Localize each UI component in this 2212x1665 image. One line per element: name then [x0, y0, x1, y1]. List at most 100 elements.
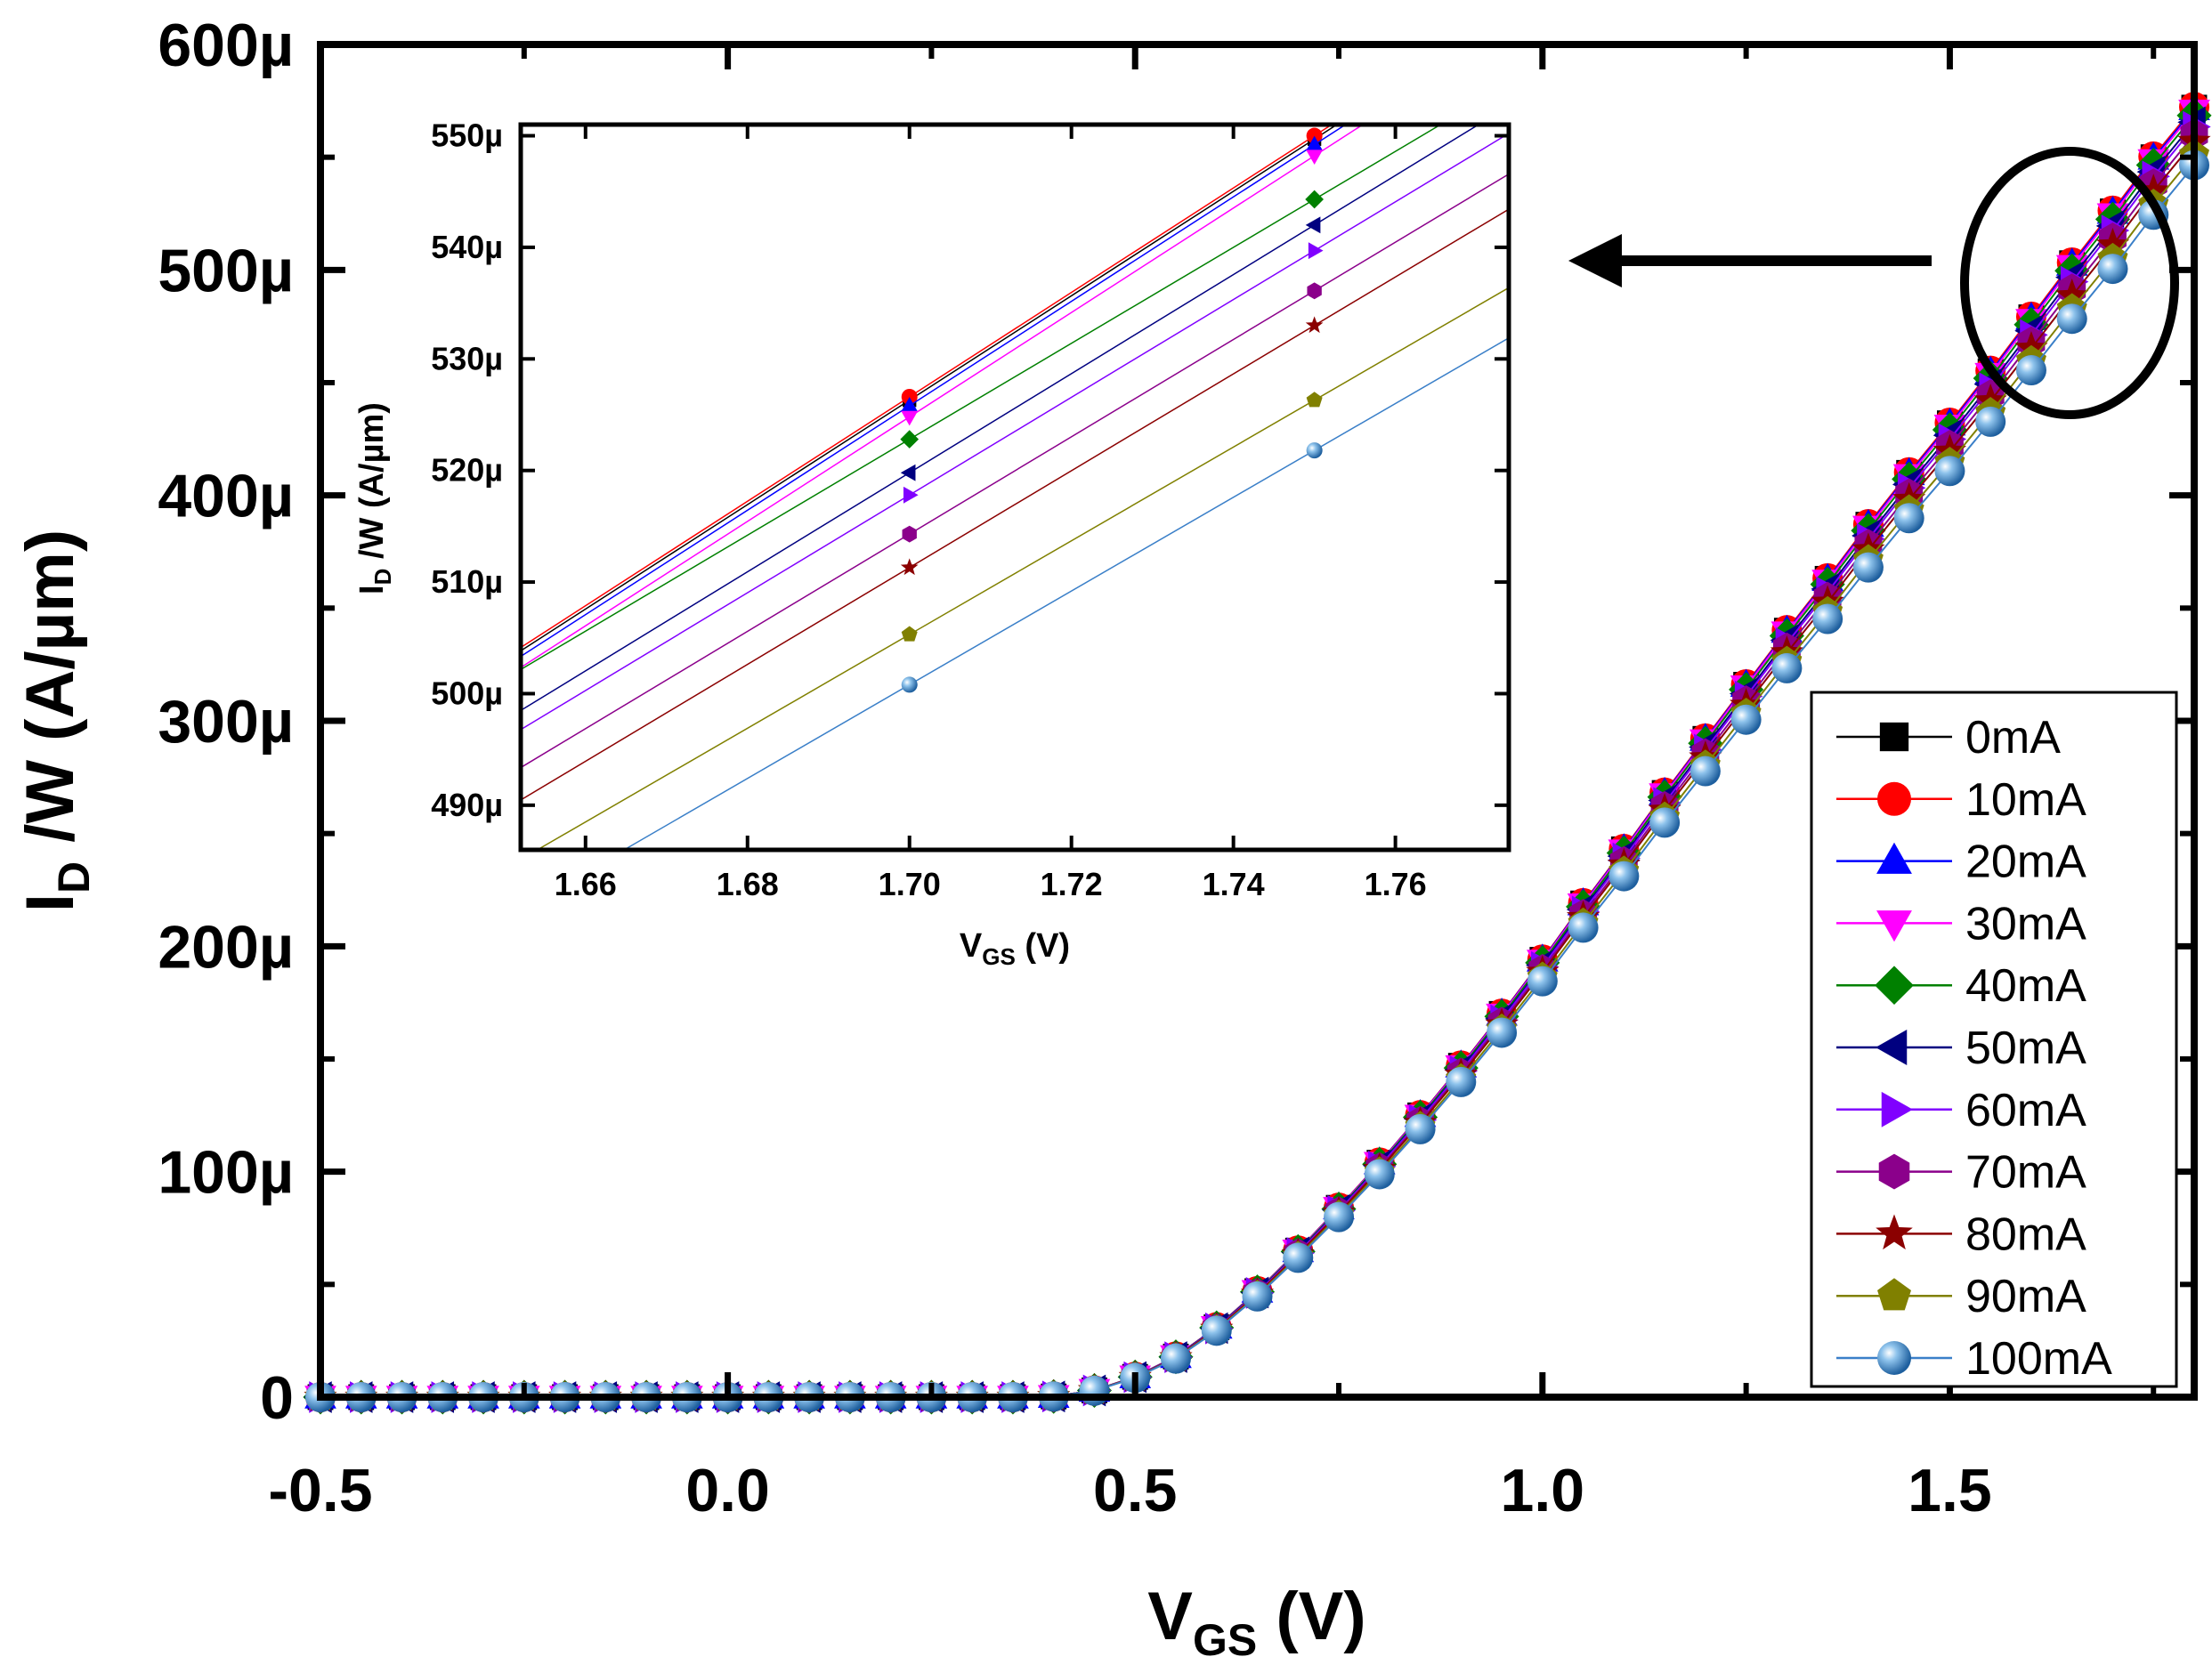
data-point: [1812, 603, 1843, 634]
inset-data-point-20mA: [901, 397, 919, 412]
main-x-tick-label: -0.5: [268, 1457, 372, 1524]
inset-x-tick-label: 1.68: [717, 866, 779, 902]
main-x-tick-label: 0.0: [685, 1457, 770, 1524]
legend-label: 70mA: [1965, 1147, 2086, 1199]
inset-data-point-70mA: [902, 525, 917, 543]
legend-item-90mA: 90mA: [1836, 1271, 2086, 1322]
data-point: [1160, 1343, 1191, 1374]
data-point: [1201, 1315, 1232, 1346]
data-point: [1527, 966, 1558, 997]
legend-item-0mA: 0mA: [1836, 712, 2061, 764]
legend-item-20mA: 20mA: [1836, 837, 2086, 888]
data-point: [1975, 406, 2006, 437]
inset-axis-ticks: 1.66 1.68 1.70 1.72 1.74 1.76 490µ 500µ 510µ 520µ…: [431, 117, 1509, 902]
legend-label: 0mA: [1965, 712, 2061, 764]
inset-series-line-90mA: [537, 287, 1510, 851]
data-point: [1649, 807, 1681, 838]
main-y-tick-label: 100µ: [158, 1139, 294, 1207]
inset-data-point-40mA: [900, 430, 920, 449]
main-y-tick-label: 300µ: [158, 688, 294, 756]
legend-label: 90mA: [1965, 1271, 2086, 1322]
data-point: [1079, 1375, 1110, 1406]
data-point: [2056, 303, 2087, 335]
inset-x-tick-label: 1.76: [1365, 866, 1427, 902]
data-point: [1446, 1066, 1477, 1097]
data-point: [2015, 355, 2046, 386]
data-point: [1283, 1242, 1314, 1273]
legend-label: 60mA: [1965, 1085, 2086, 1136]
legend-marker: [1876, 1030, 1908, 1065]
data-point: [1730, 704, 1762, 735]
legend-item-60mA: 60mA: [1836, 1085, 2086, 1136]
inset-plot-marks: [520, 124, 1510, 851]
inset-data-point-50mA: [900, 464, 916, 481]
inset-series-line-70mA: [520, 173, 1510, 769]
inset-x-axis-title: VGS (V): [960, 927, 1070, 970]
data-point: [1568, 912, 1599, 943]
legend-marker: [1877, 1341, 1911, 1375]
inset-series-line-0mA: [520, 124, 1338, 651]
data-point: [1608, 861, 1640, 892]
inset-y-tick-label: 490µ: [431, 787, 503, 823]
data-point: [1771, 652, 1803, 683]
legend-marker: [1875, 966, 1914, 1006]
legend-marker: [1876, 910, 1912, 942]
inset-series-line-30mA: [520, 124, 1364, 668]
inset-y-tick-label: 520µ: [431, 452, 503, 489]
inset-x-tick-label: 1.70: [879, 866, 941, 902]
inset-series-line-80mA: [520, 208, 1510, 801]
data-point: [1689, 756, 1721, 787]
legend-item-100mA: 100mA: [1836, 1333, 2112, 1385]
inset-data-point-30mA: [1306, 150, 1324, 166]
data-point: [1893, 503, 1924, 534]
data-point: [1487, 1017, 1518, 1048]
inset-data-point-80mA: [1305, 316, 1324, 334]
zoom-region-ellipse: [1960, 147, 2179, 419]
data-point: [1242, 1281, 1273, 1312]
inset-data-point-60mA: [1308, 242, 1324, 260]
legend: 0mA 10mA 20mA 30mA 40mA 50mA 60mA 70mA 80mA 90mA 1…: [1836, 712, 2112, 1385]
legend-item-50mA: 50mA: [1836, 1022, 2086, 1074]
data-point: [1934, 456, 1965, 487]
inset-series-line-10mA: [520, 124, 1333, 649]
main-y-tick-label: 0: [260, 1364, 294, 1432]
inset-data-point-60mA: [903, 486, 919, 504]
inset-y-tick-label: 540µ: [431, 229, 503, 265]
legend-label: 20mA: [1965, 837, 2086, 888]
inset-series-line-40mA: [520, 124, 1441, 671]
legend-marker: [1878, 1153, 1910, 1190]
legend-label: 30mA: [1965, 898, 2086, 950]
inset-y-tick-label: 510µ: [431, 563, 503, 600]
inset-plot-frame: [518, 122, 1511, 853]
inset-data-point-100mA: [901, 676, 918, 693]
legend-item-30mA: 30mA: [1836, 898, 2086, 950]
legend-marker: [1877, 781, 1911, 816]
main-series-points-100mA: [305, 150, 2209, 1412]
inset-data-point-10mA: [901, 388, 918, 405]
legend-item-40mA: 40mA: [1836, 960, 2086, 1012]
main-y-tick-label: 600µ: [158, 12, 294, 79]
inset-data-point-90mA: [1306, 392, 1323, 408]
legend-label: 80mA: [1965, 1208, 2086, 1260]
inset-data-point-20mA: [1306, 135, 1324, 151]
inset-y-axis-title: ID /W (A/µm): [353, 402, 396, 594]
data-point: [2097, 254, 2128, 285]
legend-label: 40mA: [1965, 960, 2086, 1012]
legend-marker: [1877, 1278, 1911, 1311]
data-point: [1852, 552, 1884, 583]
inset-x-tick-label: 1.74: [1203, 866, 1265, 902]
inset-data-point-40mA: [1305, 190, 1324, 209]
main-y-tick-label: 200µ: [158, 913, 294, 981]
inset-data-point-30mA: [901, 410, 919, 426]
legend-marker: [1881, 1091, 1913, 1128]
legend-label: 10mA: [1965, 774, 2086, 826]
legend-label: 50mA: [1965, 1022, 2086, 1074]
main-x-axis-title: VGS (V): [1147, 1579, 1365, 1665]
inset-y-tick-label: 550µ: [431, 117, 503, 154]
inset-data-point-100mA: [1306, 442, 1323, 459]
inset-y-tick-label: 530µ: [431, 340, 503, 376]
data-point: [1364, 1159, 1395, 1190]
inset-x-tick-label: 1.72: [1041, 866, 1103, 902]
legend-item-10mA: 10mA: [1836, 774, 2086, 826]
